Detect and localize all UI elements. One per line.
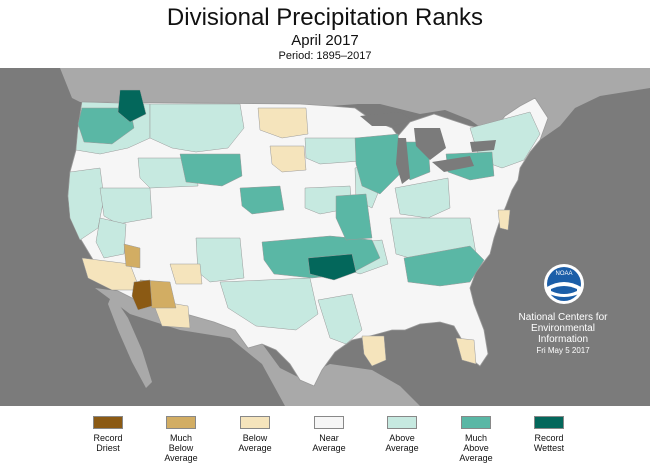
credit-line-3: Information xyxy=(537,334,589,345)
legend-swatch xyxy=(93,416,123,429)
legend-item-near: Near Average xyxy=(284,416,374,453)
legend-item-above: Above Average xyxy=(357,416,447,453)
map-period: Period: 1895–2017 xyxy=(278,50,372,62)
credit-date: Fri May 5 2017 xyxy=(536,346,590,355)
legend-swatch xyxy=(461,416,491,429)
legend-label: Record Wettest xyxy=(533,433,565,453)
legend-item-below: Below Average xyxy=(210,416,300,453)
map-svg xyxy=(60,68,650,406)
credit-line-2: Environmental xyxy=(531,323,595,334)
legend-label: Above Average xyxy=(385,433,419,453)
legend-label: Below Average xyxy=(238,433,272,453)
great-lakes xyxy=(360,112,496,184)
legend: Record Driest Much Below Average Below A… xyxy=(0,406,650,475)
legend-label: Much Above Average xyxy=(459,433,493,463)
credit-block: National Centers for Environmental Infor… xyxy=(498,312,628,356)
legend-item-much-below: Much Below Average xyxy=(136,416,226,463)
legend-label: Record Driest xyxy=(93,433,123,453)
legend-swatch xyxy=(240,416,270,429)
legend-item-record-driest: Record Driest xyxy=(63,416,153,453)
legend-label: Much Below Average xyxy=(164,433,198,463)
precipitation-map xyxy=(0,68,650,406)
map-subtitle: April 2017 xyxy=(291,32,359,49)
legend-swatch xyxy=(387,416,417,429)
legend-swatch xyxy=(534,416,564,429)
noaa-logo-icon: NOAA xyxy=(544,264,584,304)
baja-land xyxy=(108,294,152,388)
map-title: Divisional Precipitation Ranks xyxy=(166,4,484,31)
credit-line-1: National Centers for xyxy=(518,312,608,323)
legend-label: Near Average xyxy=(312,433,346,453)
legend-swatch xyxy=(314,416,344,429)
record-driest-regions xyxy=(131,279,153,311)
title-block: Divisional Precipitation Ranks April 201… xyxy=(0,0,650,68)
legend-swatch xyxy=(166,416,196,429)
record-wettest-regions xyxy=(117,89,357,281)
legend-item-record-wettest: Record Wettest xyxy=(504,416,594,453)
legend-item-much-above: Much Above Average xyxy=(431,416,521,463)
noaa-logo: NOAA xyxy=(543,263,585,305)
below-average-regions xyxy=(81,107,511,367)
noaa-logo-text: NOAA xyxy=(555,271,572,277)
